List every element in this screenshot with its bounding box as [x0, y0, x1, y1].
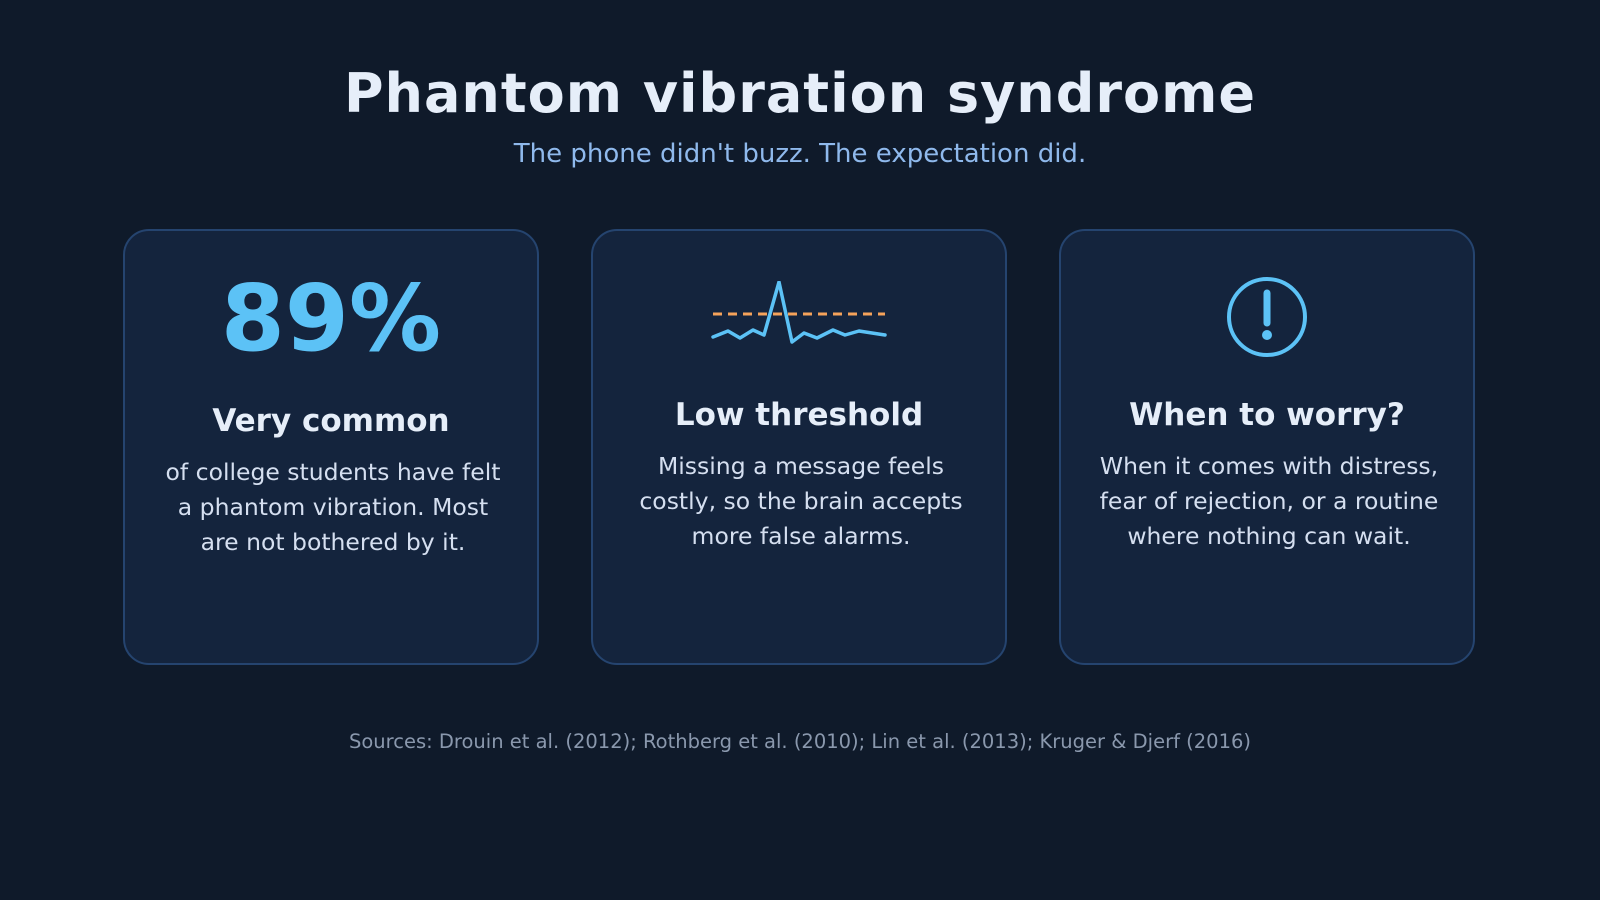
card-heading: When to worry?	[1129, 397, 1405, 433]
page-subtitle: The phone didn't buzz. The expectation d…	[513, 139, 1087, 169]
card-body: Missing a message feels costly, so the b…	[639, 452, 963, 550]
card-when-to-worry: When to worry? When it comes with distre…	[1059, 229, 1475, 665]
sources-citation: Sources: Drouin et al. (2012); Rothberg …	[349, 730, 1251, 753]
card-heading: Low threshold	[674, 397, 924, 433]
signal-threshold-icon	[711, 281, 887, 344]
card-heading: Very common	[212, 403, 450, 439]
card-body: of college students have felt a phantom …	[165, 458, 501, 556]
stat-percentage: 89%	[220, 265, 442, 372]
alert-circle-icon	[1227, 277, 1307, 357]
page-title: Phantom vibration syndrome	[343, 62, 1257, 125]
card-very-common: 89% Very common of college students have…	[123, 229, 539, 665]
card-low-threshold: Low threshold Missing a message feels co…	[591, 229, 1007, 665]
card-body: When it comes with distress, fear of rej…	[1099, 452, 1439, 550]
